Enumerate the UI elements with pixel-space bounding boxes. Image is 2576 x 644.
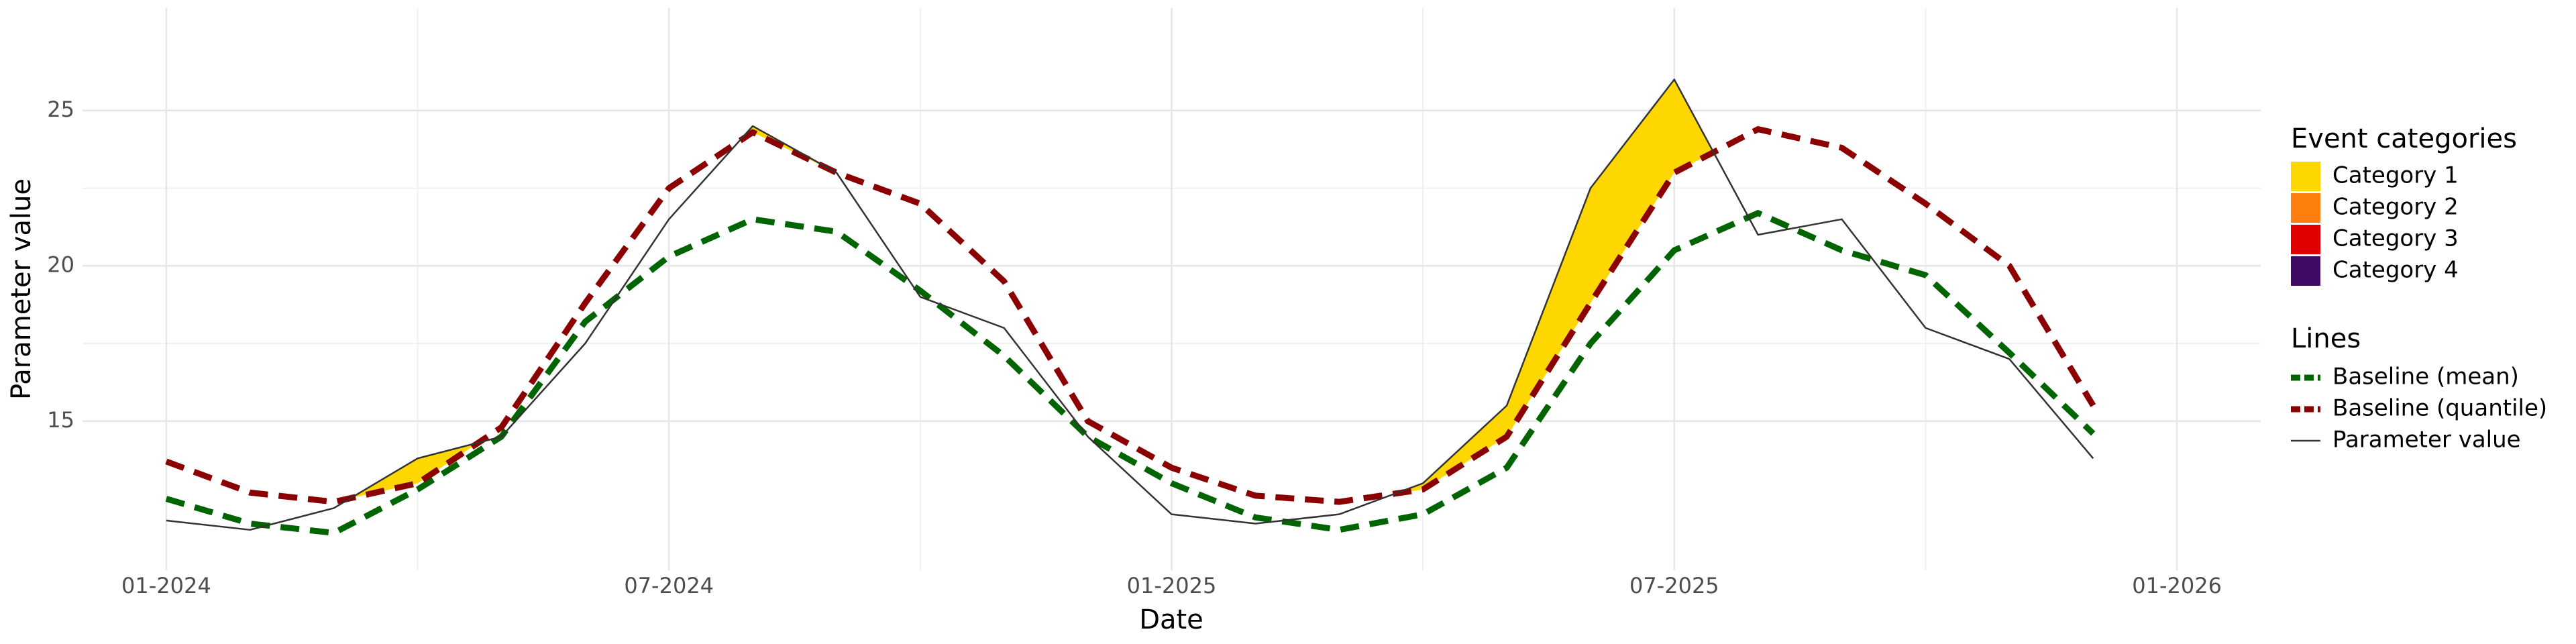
y-axis-title: Parameter value — [6, 178, 37, 400]
y-tick-label: 20 — [47, 252, 74, 277]
y-tick-label: 25 — [47, 97, 74, 122]
x-tick-label: 07-2025 — [1629, 573, 1719, 598]
legend-label: Parameter value — [2332, 427, 2521, 453]
series-line — [165, 126, 2096, 505]
legend-label: Category 3 — [2332, 225, 2459, 252]
legend-title: Event categories — [2291, 123, 2517, 154]
legend-label: Category 1 — [2332, 162, 2459, 189]
legend-label: Category 2 — [2332, 194, 2459, 221]
series-line — [166, 78, 2094, 531]
y-tick-label: 15 — [47, 407, 74, 433]
legend-swatch — [2291, 193, 2320, 223]
series-line — [165, 210, 2096, 536]
legend-swatch — [2291, 162, 2320, 191]
grid — [83, 8, 2261, 570]
legend-label: Baseline (mean) — [2332, 364, 2519, 390]
legend-label: Baseline (quantile) — [2332, 395, 2547, 422]
legend-label: Category 4 — [2332, 257, 2459, 284]
x-tick-label: 01-2026 — [2132, 573, 2222, 598]
x-axis-title: Date — [1139, 604, 1203, 635]
legend-swatch — [2291, 225, 2320, 254]
event-area — [166, 79, 2094, 502]
x-tick-label: 01-2025 — [1127, 573, 1217, 598]
legend-title: Lines — [2291, 323, 2361, 354]
legend-swatch — [2291, 256, 2320, 286]
x-tick-label: 01-2024 — [121, 573, 211, 598]
x-tick-label: 07-2024 — [624, 573, 714, 598]
